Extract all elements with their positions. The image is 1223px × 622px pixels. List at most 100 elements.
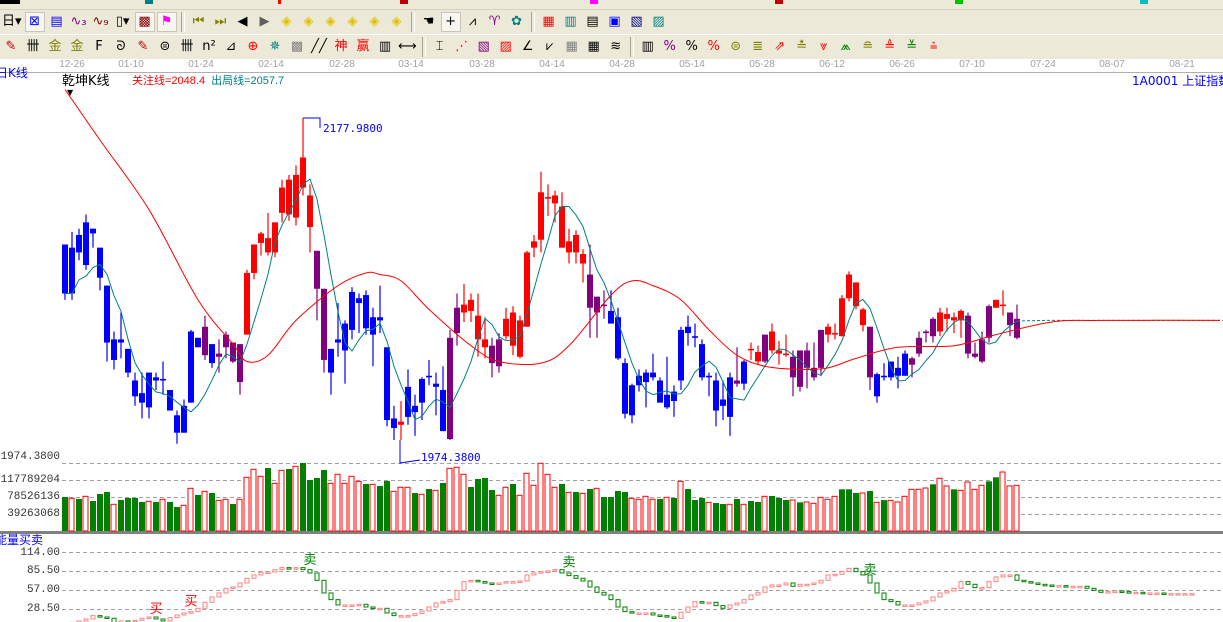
candle-body [517,320,523,357]
volume-bar [635,498,642,532]
zoom-out-button[interactable]: ◈ [343,12,363,32]
grid-tool-button[interactable]: ▦ [562,37,582,57]
zoom-in-button[interactable]: ◈ [321,12,341,32]
notes-button[interactable]: ▤ [583,12,603,32]
trend-tool-button[interactable]: ⩕ [836,37,856,57]
indicator-bar [524,574,530,582]
indicator-3-button[interactable]: ∿₃ [69,12,89,32]
indicator-bar [993,576,999,583]
candle-body [496,339,502,367]
indicator-name[interactable]: 乾坤K线 [62,74,110,89]
indicator-bar [916,602,922,606]
level-tool-button[interactable]: ≛ [792,37,812,57]
flag-tool-button[interactable]: ⚑ [156,12,177,32]
print-button[interactable]: ▧ [627,12,647,32]
candle-type-button[interactable]: ▯▾ [113,12,133,32]
first-page-icon: ⏮ [192,14,205,29]
move-right-button[interactable]: ◈ [299,12,319,32]
wave-tool-button[interactable]: ≋ [606,37,626,57]
indicator-bar [1168,593,1174,596]
indicator-bar [832,573,838,577]
candle-body [874,374,880,397]
export-button[interactable]: ▨ [649,12,669,32]
gold-trend-button[interactable]: ≘ [858,37,878,57]
indicator-dropdown-icon[interactable]: ▼ [67,88,74,97]
pattern-tool-button[interactable]: ✿ [507,12,527,32]
qian-tool-button[interactable]: 神 [331,37,351,57]
hand-tool-button[interactable]: ☚ [419,12,439,32]
shrink-button[interactable]: ◈ [387,12,407,32]
volume-bar [663,496,670,532]
grid-tool-2-button[interactable]: ▦ [584,37,604,57]
level-tool-icon: ≛ [796,39,808,54]
first-page-button[interactable]: ⏮ [189,12,209,32]
web-tool-button[interactable]: ✵ [265,37,285,57]
coin-tool-button[interactable]: ⊜ [726,37,746,57]
square-web-button[interactable]: ▩ [287,37,307,57]
box-tool-button[interactable]: ⌶ [430,37,450,57]
scroll-right-button[interactable]: ▶ [255,12,275,32]
gold-ratio-button[interactable]: 金 [45,37,65,57]
gann-box-button[interactable]: ▧ [474,37,494,57]
save-button[interactable]: ▣ [605,12,625,32]
indicator-bar [153,616,159,620]
percent-tool-button[interactable]: % [660,37,680,57]
parallel-lines-button[interactable]: 卌 [23,37,43,57]
draw-tool-button[interactable]: ♈ [485,12,505,32]
circle-tool-button[interactable]: ⊜ [155,37,175,57]
scroll-left-button[interactable]: ◀ [233,12,253,32]
period-label[interactable]: 日K线 [0,66,28,80]
pen-tool-button[interactable]: ✎ [1,37,21,57]
gold-ratio-2-button[interactable]: 金 [67,37,87,57]
move-left-button[interactable]: ◈ [277,12,297,32]
v-tool-button[interactable]: ⩗ [540,37,560,57]
measure-tool-button[interactable]: ⟷ [397,37,418,57]
fan-tool-button[interactable]: ⋰ [452,37,472,57]
candle-body [391,418,397,428]
chart-style-button[interactable]: ⊠ [24,12,45,32]
gold-line-button[interactable]: ≣ [748,37,768,57]
arrow-tool-button[interactable]: ⇗ [770,37,790,57]
indicator-bar [909,604,915,607]
gann-fan-button[interactable]: ▨ [496,37,516,57]
trend-mark-button[interactable]: ⩮ [924,37,944,57]
trend-green-button[interactable]: ≚ [902,37,922,57]
indicator-bar [1182,593,1188,596]
kline-tool-button[interactable]: ▩ [134,12,155,32]
indicator-9-button[interactable]: ∿₉ [91,12,111,32]
buy-signal-label: 买 [149,602,162,617]
speed-line-button[interactable]: ╱╱ [309,37,329,57]
ruler-tool-button[interactable]: ▥ [375,37,395,57]
spiral-button[interactable]: ᘐ [111,37,131,57]
target-tool-button[interactable]: ⊕ [243,37,263,57]
indicator-bar [265,571,271,574]
date-tick-label: 04-28 [609,59,635,70]
trend-red-button[interactable]: ≜ [880,37,900,57]
percent-button[interactable]: % [682,37,702,57]
lines-tool-button[interactable]: 卌 [177,37,197,57]
info-button[interactable]: ▤ [47,12,67,32]
calculator-button[interactable]: ▥ [561,12,581,32]
indicator-panel-title[interactable]: 能量买卖 [0,533,44,547]
stats-tool-button[interactable]: ▥ [638,37,658,57]
angle-fan-button[interactable]: ∠ [518,37,538,57]
n-square-button[interactable]: n² [199,37,219,57]
pen-tool-2-button[interactable]: ✎ [133,37,153,57]
date-tick-label: 02-28 [329,59,355,70]
period-selector-button[interactable]: 日▾ [1,12,23,32]
last-page-button[interactable]: ⏭ [211,12,231,32]
candle-body [524,252,530,327]
line-tool-button[interactable]: ⩘ [463,12,483,32]
win-tool-button[interactable]: 赢 [353,37,373,57]
volume-bar [426,489,432,531]
expand-button[interactable]: ◈ [365,12,385,32]
angle-tool-button[interactable]: ⊿ [221,37,241,57]
fibonacci-button[interactable]: F [89,37,109,57]
down-tool-button[interactable]: ⩔ [814,37,834,57]
crosshair-button[interactable]: + [440,12,461,32]
percent-red-button[interactable]: % [704,37,724,57]
candle-body [440,389,446,432]
indicator-bar [685,606,691,613]
calendar-button[interactable]: ▦ [539,12,559,32]
